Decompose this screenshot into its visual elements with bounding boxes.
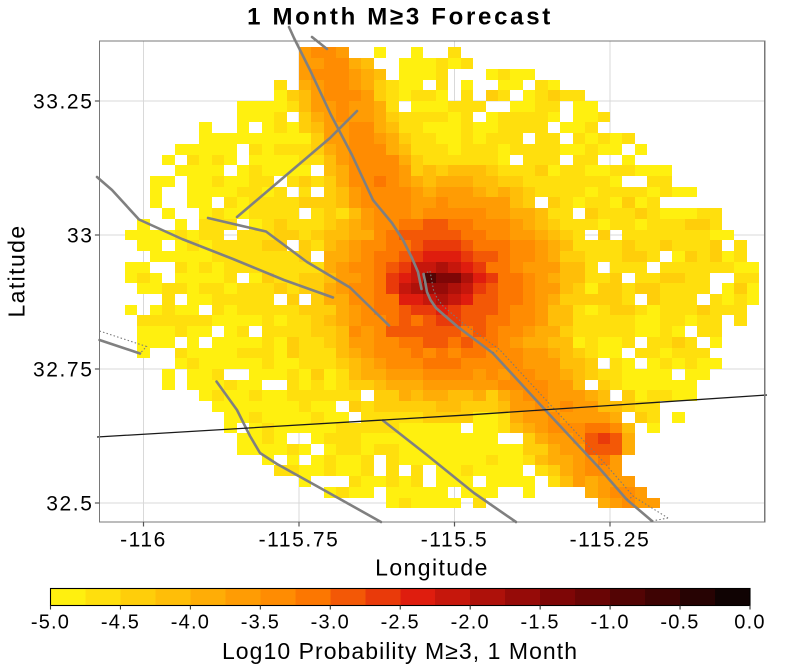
svg-text:-116: -116	[120, 529, 167, 552]
svg-text:-115.25: -115.25	[570, 529, 651, 552]
svg-text:-2.5: -2.5	[381, 612, 420, 634]
svg-text:-0.5: -0.5	[660, 612, 699, 634]
svg-text:Longitude: Longitude	[375, 555, 489, 581]
svg-text:-2.0: -2.0	[451, 612, 490, 634]
svg-text:1 Month M≥3 Forecast: 1 Month M≥3 Forecast	[247, 4, 553, 31]
svg-text:-1.0: -1.0	[590, 612, 629, 634]
svg-text:32.5: 32.5	[46, 493, 93, 516]
svg-text:0.0: 0.0	[734, 612, 765, 634]
svg-text:-3.0: -3.0	[311, 612, 350, 634]
svg-text:-115.5: -115.5	[421, 529, 489, 552]
svg-text:-1.5: -1.5	[520, 612, 559, 634]
svg-text:Log10 Probability M≥3, 1 Month: Log10 Probability M≥3, 1 Month	[222, 638, 578, 664]
svg-text:-5.0: -5.0	[31, 612, 70, 634]
svg-text:Latitude: Latitude	[4, 224, 30, 317]
svg-text:-4.0: -4.0	[171, 612, 210, 634]
svg-text:-3.5: -3.5	[241, 612, 280, 634]
svg-text:32.75: 32.75	[33, 359, 94, 382]
svg-text:-115.75: -115.75	[259, 529, 340, 552]
svg-text:33: 33	[67, 225, 94, 248]
svg-text:33.25: 33.25	[33, 91, 94, 114]
svg-text:-4.5: -4.5	[101, 612, 140, 634]
